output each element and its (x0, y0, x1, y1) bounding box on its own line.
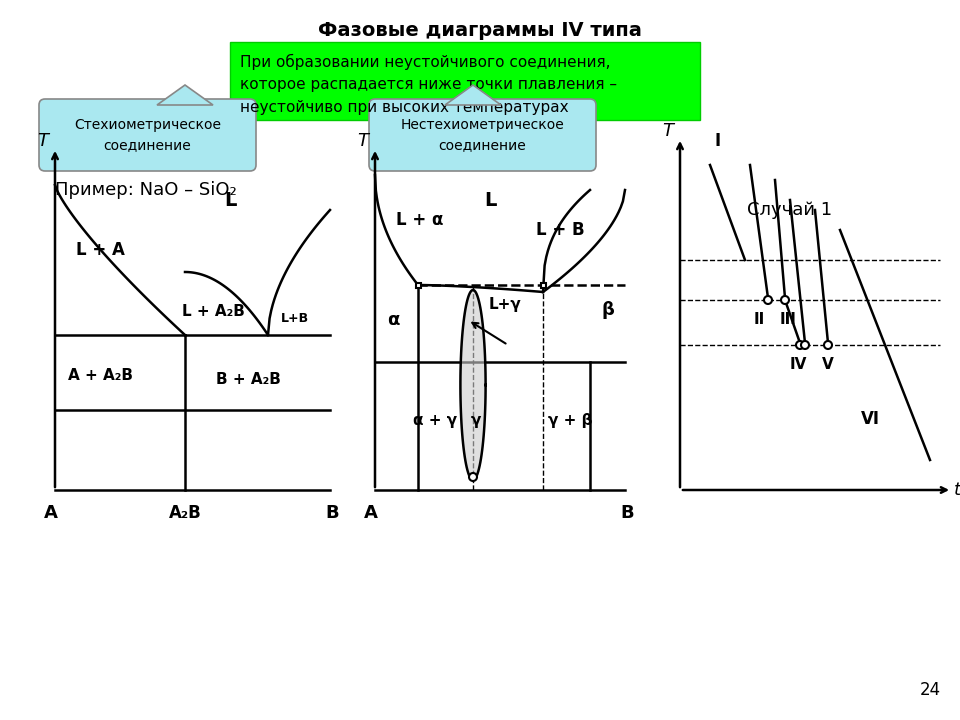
Text: II: II (754, 312, 764, 327)
Bar (540, 282, 545, 287)
Text: A: A (364, 504, 378, 522)
Text: При образовании неустойчивого соединения,
которое распадается ниже точки плавлен: При образовании неустойчивого соединения… (240, 54, 617, 114)
FancyBboxPatch shape (39, 99, 256, 171)
Text: L+γ: L+γ (489, 297, 521, 312)
Text: IV: IV (789, 357, 806, 372)
Text: γ + β: γ + β (548, 413, 592, 428)
Text: A₂B: A₂B (169, 504, 202, 522)
Text: B + A₂B: B + A₂B (216, 372, 280, 387)
Text: Пример: NaO – SiO₂: Пример: NaO – SiO₂ (55, 181, 237, 199)
Text: A: A (44, 504, 58, 522)
Text: B: B (620, 504, 634, 522)
Bar (416, 282, 420, 287)
Text: t: t (954, 481, 960, 499)
Text: γ: γ (470, 413, 481, 428)
Text: V: V (822, 357, 834, 372)
Text: I: I (715, 132, 721, 150)
Text: Нестехиометрическое
соединение: Нестехиометрическое соединение (400, 118, 564, 152)
Text: L: L (484, 191, 496, 210)
Circle shape (801, 341, 809, 349)
Text: L+B: L+B (281, 312, 309, 325)
Text: Случай 1: Случай 1 (748, 201, 832, 219)
Polygon shape (445, 85, 501, 105)
Circle shape (824, 341, 832, 349)
Circle shape (764, 296, 772, 304)
Text: β: β (602, 301, 614, 319)
Polygon shape (157, 85, 213, 105)
FancyBboxPatch shape (230, 42, 700, 120)
Text: T: T (662, 122, 674, 140)
Text: B: B (325, 504, 339, 522)
Text: L + A: L + A (76, 241, 125, 259)
Circle shape (469, 473, 477, 481)
Text: α + γ: α + γ (413, 413, 457, 428)
Polygon shape (461, 290, 486, 480)
Circle shape (796, 341, 804, 349)
Text: α: α (387, 311, 399, 329)
Text: L + A₂B: L + A₂B (181, 305, 245, 320)
Text: L + B: L + B (536, 221, 585, 239)
Text: VI: VI (860, 410, 879, 428)
FancyBboxPatch shape (369, 99, 596, 171)
Text: L + α: L + α (396, 211, 444, 229)
Text: A + A₂B: A + A₂B (67, 367, 132, 382)
Text: Стехиометрическое
соединение: Стехиометрическое соединение (74, 118, 221, 152)
Text: L: L (224, 191, 236, 210)
Text: 24: 24 (920, 681, 941, 699)
Text: T: T (37, 132, 49, 150)
Circle shape (781, 296, 789, 304)
Text: T: T (357, 132, 369, 150)
Text: Фазовые диаграммы IV типа: Фазовые диаграммы IV типа (318, 20, 642, 40)
Text: III: III (780, 312, 797, 327)
